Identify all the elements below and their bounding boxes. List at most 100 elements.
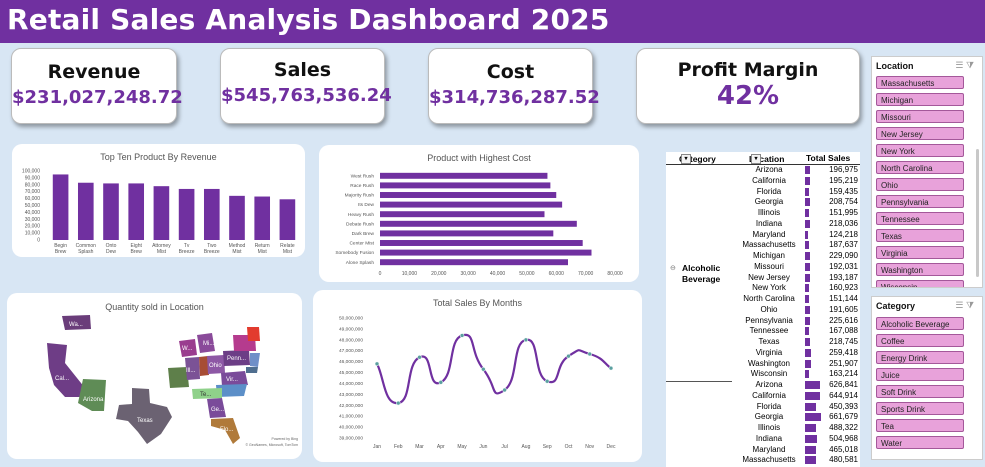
- chart-title: Product with Highest Cost: [427, 153, 531, 163]
- data-bar: [805, 359, 811, 368]
- x-tick-label: 70,000: [578, 271, 594, 277]
- kpi-revenue-card[interactable]: Revenue $231,027,248.72: [11, 48, 183, 124]
- top-products-chart-card[interactable]: Top Ten Product By Revenue 100,000 90,000…: [12, 144, 305, 257]
- x-tick-label: Sep: [543, 444, 552, 450]
- location-map-card[interactable]: Quantity sold in Location Wa... Cal... A…: [7, 293, 302, 459]
- pivot-row: Missouri 192,031: [666, 262, 860, 273]
- x-tick-label: Mist: [283, 249, 293, 255]
- data-bar: [805, 219, 811, 228]
- slicer-item[interactable]: Michigan: [876, 93, 964, 106]
- slicer-item[interactable]: Soft Drink: [876, 385, 964, 398]
- pivot-value: 191,605: [829, 304, 858, 314]
- multi-select-icon[interactable]: ☰: [955, 60, 964, 70]
- slicer-title: Location: [876, 61, 914, 71]
- y-tick-label: 0: [37, 238, 40, 244]
- pivot-location: New Jersey: [748, 272, 790, 282]
- bar: [380, 249, 592, 256]
- data-bar: [805, 198, 810, 207]
- pivot-location: Massachusetts: [742, 240, 796, 250]
- x-tick-label: 20,000: [431, 271, 447, 277]
- slicer-item[interactable]: New Jersey: [876, 127, 964, 140]
- clear-filter-icon[interactable]: ⧩: [965, 60, 974, 70]
- slicer-item[interactable]: Wisconsin: [876, 280, 964, 287]
- slicer-item[interactable]: Coffee: [876, 334, 964, 347]
- pivot-value: 229,090: [829, 251, 858, 260]
- map-region-georgia: [207, 398, 226, 418]
- map-region-new-jersey: [250, 353, 260, 367]
- bar: [254, 196, 271, 240]
- pivot-row: New York 160,923: [666, 283, 860, 294]
- kpi-sales-card[interactable]: Sales $545,763,536.24: [220, 48, 392, 124]
- x-tick-label: Mist: [232, 249, 242, 255]
- slicer-item[interactable]: Washington: [876, 263, 964, 276]
- slicer-item[interactable]: Massachusetts: [876, 76, 964, 89]
- pivot-value: 195,219: [829, 175, 858, 185]
- pivot-value: 504,968: [829, 433, 858, 443]
- slicer-item[interactable]: Ohio: [876, 178, 964, 191]
- slicer-item[interactable]: Juice: [876, 368, 964, 381]
- pivot-location: Maryland: [752, 444, 786, 454]
- filter-dropdown-icon[interactable]: ▾: [751, 154, 761, 164]
- bar: [380, 201, 563, 208]
- data-point: [523, 337, 529, 343]
- series-line: [376, 333, 612, 405]
- x-tick-label: May: [457, 444, 467, 450]
- slicer-item[interactable]: Alcoholic Beverage: [876, 317, 964, 330]
- y-tick-label: 50,000: [25, 203, 41, 209]
- bar: [128, 183, 145, 240]
- x-tick-label: Brew: [55, 249, 67, 255]
- data-bar: [805, 166, 810, 174]
- clear-filter-icon[interactable]: ⧩: [965, 300, 974, 310]
- collapse-icon[interactable]: ⊖: [670, 265, 676, 272]
- y-tick-label: 43,000,000: [339, 392, 363, 398]
- pivot-row: Florida 159,435: [666, 187, 860, 198]
- pivot-row: Maryland 465,018: [666, 445, 860, 456]
- pivot-location: Florida: [756, 401, 782, 411]
- pivot-location: Florida: [756, 186, 782, 196]
- data-bar: [805, 338, 811, 346]
- slicer-item[interactable]: Virginia: [876, 246, 964, 259]
- filter-dropdown-icon[interactable]: ▾: [681, 154, 691, 164]
- map-region-michigan: [197, 333, 215, 353]
- slicer-item[interactable]: Missouri: [876, 110, 964, 123]
- y-tick-label: 80,000: [25, 182, 41, 188]
- x-tick-label: Jul: [501, 444, 507, 450]
- slicer-item[interactable]: Sports Drink: [876, 402, 964, 415]
- slicer-item[interactable]: New York: [876, 144, 964, 157]
- sales-pivot-table[interactable]: Category ▾ Location ▾ Total Sales ⊖ Alcohol…: [666, 152, 860, 467]
- slicer-scrollbar[interactable]: [976, 149, 979, 277]
- map-region-ohio: [207, 355, 225, 374]
- pivot-value: 192,031: [829, 261, 858, 271]
- chart-title: Top Ten Product By Revenue: [100, 152, 217, 162]
- slicer-item[interactable]: Tennessee: [876, 212, 964, 225]
- pivot-row: Arizona 196,975: [666, 165, 860, 176]
- pivot-location: Arizona: [755, 380, 783, 389]
- pivot-row: California 644,914: [666, 391, 860, 402]
- slicer-item[interactable]: Tea: [876, 419, 964, 432]
- pivot-row: Georgia 661,679: [666, 412, 860, 423]
- highest-cost-chart-card[interactable]: Product with Highest Cost West Rush Race …: [319, 145, 639, 282]
- map-region-virginia: [221, 371, 248, 386]
- data-bar: [805, 316, 811, 325]
- kpi-profit-margin-card[interactable]: Profit Margin 42%: [636, 48, 860, 124]
- slicer-item[interactable]: North Carolina: [876, 161, 964, 174]
- map-label: Mi...: [203, 341, 215, 347]
- kpi-cost-card[interactable]: Cost $314,736,287.52: [428, 48, 600, 124]
- category-slicer[interactable]: Category ☰ ⧩ Alcoholic Beverage Coffee Ene…: [871, 296, 983, 460]
- multi-select-icon[interactable]: ☰: [955, 300, 964, 310]
- slicer-item[interactable]: Water: [876, 436, 964, 449]
- pivot-header: Category ▾ Location ▾ Total Sales: [666, 152, 860, 165]
- data-bar: [805, 241, 810, 250]
- slicer-item[interactable]: Pennsylvania: [876, 195, 964, 208]
- pivot-location: Illinois: [757, 208, 781, 217]
- location-slicer[interactable]: Location ☰ ⧩ Massachusetts Michigan Missou…: [871, 56, 983, 288]
- sales-by-month-chart-card[interactable]: Total Sales By Months 50,000,000 49,000,0…: [313, 290, 642, 462]
- slicer-item[interactable]: Texas: [876, 229, 964, 242]
- slicer-item[interactable]: Energy Drink: [876, 351, 964, 364]
- pivot-value: 218,745: [829, 337, 858, 346]
- y-tick-label: 70,000: [25, 189, 41, 195]
- bar: [52, 174, 69, 240]
- data-bar: [805, 209, 809, 217]
- map-region-texas: [116, 388, 172, 444]
- y-tick-label: Majority Rush: [345, 193, 375, 199]
